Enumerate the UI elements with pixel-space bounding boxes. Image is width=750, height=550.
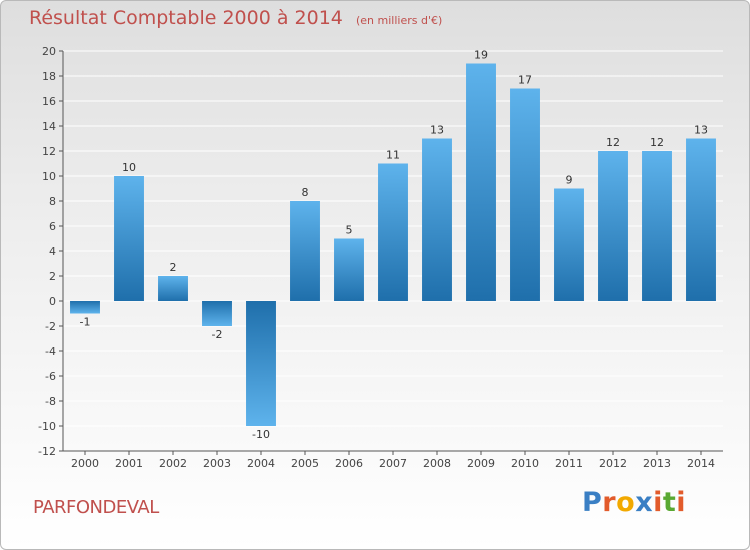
bar-2010 (510, 88, 540, 301)
y-tick-label: 10 (42, 170, 56, 183)
bar-2012 (598, 151, 628, 301)
y-tick-label: -8 (45, 395, 56, 408)
bars (70, 63, 716, 426)
x-tick-label: 2010 (511, 457, 539, 470)
x-tick-label: 2006 (335, 457, 363, 470)
bar-2003 (202, 301, 232, 326)
data-label: 12 (650, 136, 664, 149)
commune-name: PARFONDEVAL (33, 497, 159, 518)
chart-title: Résultat Comptable 2000 à 2014 (29, 7, 343, 29)
y-tick-label: -10 (38, 420, 56, 433)
data-label: 5 (346, 224, 353, 237)
logo-letter: t (662, 487, 677, 518)
bar-2002 (158, 276, 188, 301)
x-tick-label: 2008 (423, 457, 451, 470)
y-tick-label: 0 (49, 295, 56, 308)
data-label: -1 (80, 316, 91, 329)
bar-2011 (554, 188, 584, 301)
logo-letter: P (582, 487, 603, 518)
chart-subtitle: (en milliers d'€) (355, 14, 443, 27)
data-label: 11 (386, 149, 400, 162)
bar-2006 (334, 238, 364, 301)
x-tick-label: 2014 (687, 457, 715, 470)
x-tick-label: 2013 (643, 457, 671, 470)
y-tick-label: -2 (45, 320, 56, 333)
x-tick-label: 2001 (115, 457, 143, 470)
logo-letter: i (676, 487, 687, 518)
bar-2014 (686, 138, 716, 301)
x-tick-label: 2011 (555, 457, 583, 470)
y-tick-label: 8 (49, 195, 56, 208)
data-label: 12 (606, 136, 620, 149)
data-label: -10 (252, 428, 270, 441)
bar-2004 (246, 301, 276, 426)
logo-letter: r (602, 487, 617, 518)
data-labels: -1 10 2 -2 -10 8 5 11 13 19 17 9 12 12 13 (80, 49, 708, 442)
x-tick-label: 2005 (291, 457, 319, 470)
y-tick-label: 4 (49, 245, 56, 258)
y-tick-label: 20 (42, 45, 56, 58)
x-tick-label: 2003 (203, 457, 231, 470)
bar-2005 (290, 201, 320, 301)
data-label: 9 (566, 174, 573, 187)
bar-2009 (466, 63, 496, 301)
y-tick-label: 2 (49, 270, 56, 283)
data-label: 2 (170, 261, 177, 274)
bar-2001 (114, 176, 144, 301)
bar-2000 (70, 301, 100, 314)
data-label: -2 (212, 328, 223, 341)
chart-title-block: Résultat Comptable 2000 à 2014 (en milli… (29, 7, 442, 29)
logo-letter: i (653, 487, 663, 518)
bar-2008 (422, 138, 452, 301)
y-tick-label: 12 (42, 145, 56, 158)
data-label: 17 (518, 74, 532, 87)
proxiti-logo: Proxiti (582, 487, 686, 518)
y-tick-label: 14 (42, 120, 56, 133)
y-tick-label: -12 (38, 445, 56, 458)
data-label: 13 (430, 124, 444, 137)
y-tick-label: -4 (45, 345, 56, 358)
y-tick-label: 16 (42, 95, 56, 108)
logo-letter: x (635, 487, 654, 518)
x-tick-label: 2012 (599, 457, 627, 470)
x-tick-label: 2004 (247, 457, 275, 470)
x-tick-label: 2002 (159, 457, 187, 470)
y-tick-label: 6 (49, 220, 56, 233)
bar-2007 (378, 163, 408, 301)
logo-letter: o (616, 487, 636, 518)
data-label: 13 (694, 124, 708, 137)
data-label: 19 (474, 49, 488, 62)
x-tick-label: 2009 (467, 457, 495, 470)
data-label: 8 (302, 186, 309, 199)
y-tick-label: 18 (42, 70, 56, 83)
y-tick-label: -6 (45, 370, 56, 383)
data-label: 10 (122, 161, 136, 174)
x-tick-label: 2000 (71, 457, 99, 470)
x-tick-label: 2007 (379, 457, 407, 470)
bar-2013 (642, 151, 672, 301)
